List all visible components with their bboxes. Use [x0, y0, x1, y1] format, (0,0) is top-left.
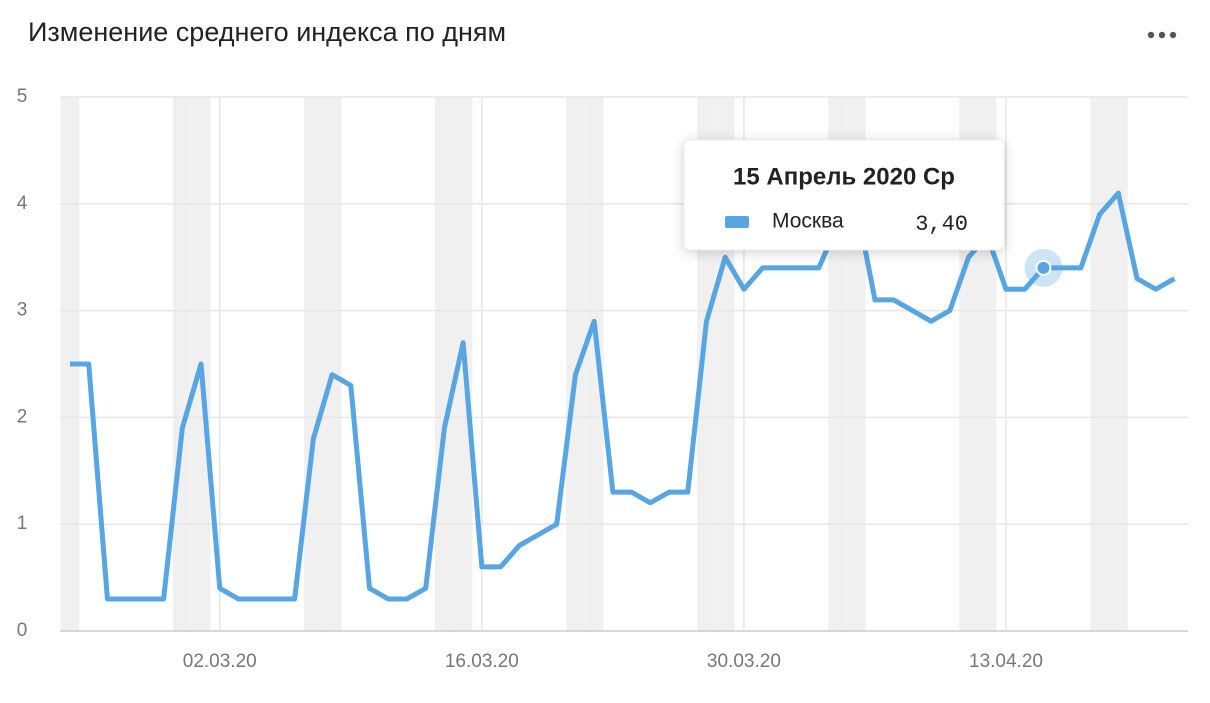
x-tick-label: 02.03.20	[183, 651, 257, 672]
x-tick-label: 30.03.20	[707, 651, 781, 672]
y-tick-label: 4	[17, 193, 28, 214]
weekend-band	[566, 97, 585, 631]
weekend-band	[1108, 97, 1128, 631]
y-tick-label: 3	[17, 300, 28, 321]
x-tick-label: 13.04.20	[969, 651, 1043, 672]
weekend-band	[435, 97, 454, 631]
menu-icon[interactable]	[1147, 31, 1177, 39]
weekend-band	[584, 97, 604, 631]
x-tick-label: 16.03.20	[445, 651, 519, 672]
weekend-band	[1090, 97, 1109, 631]
series-line	[70, 190, 1176, 602]
weekend-band	[322, 97, 342, 631]
chart-title: Изменение среднего индекса по дням	[28, 17, 506, 47]
tooltip-box	[683, 139, 1005, 251]
hover-point	[1035, 259, 1052, 276]
legend-label: Москва	[772, 210, 844, 233]
tooltip-value: 3,40	[915, 212, 968, 237]
tooltip-title: 15 Апрель 2020 Ср	[733, 163, 955, 190]
legend-swatch	[725, 216, 749, 228]
y-tick-label: 0	[17, 620, 28, 641]
y-tick-label: 2	[17, 406, 28, 427]
y-tick-label: 5	[17, 86, 28, 107]
y-tick-label: 1	[17, 513, 28, 534]
weekend-band	[304, 97, 323, 631]
weekend-band	[172, 97, 192, 631]
